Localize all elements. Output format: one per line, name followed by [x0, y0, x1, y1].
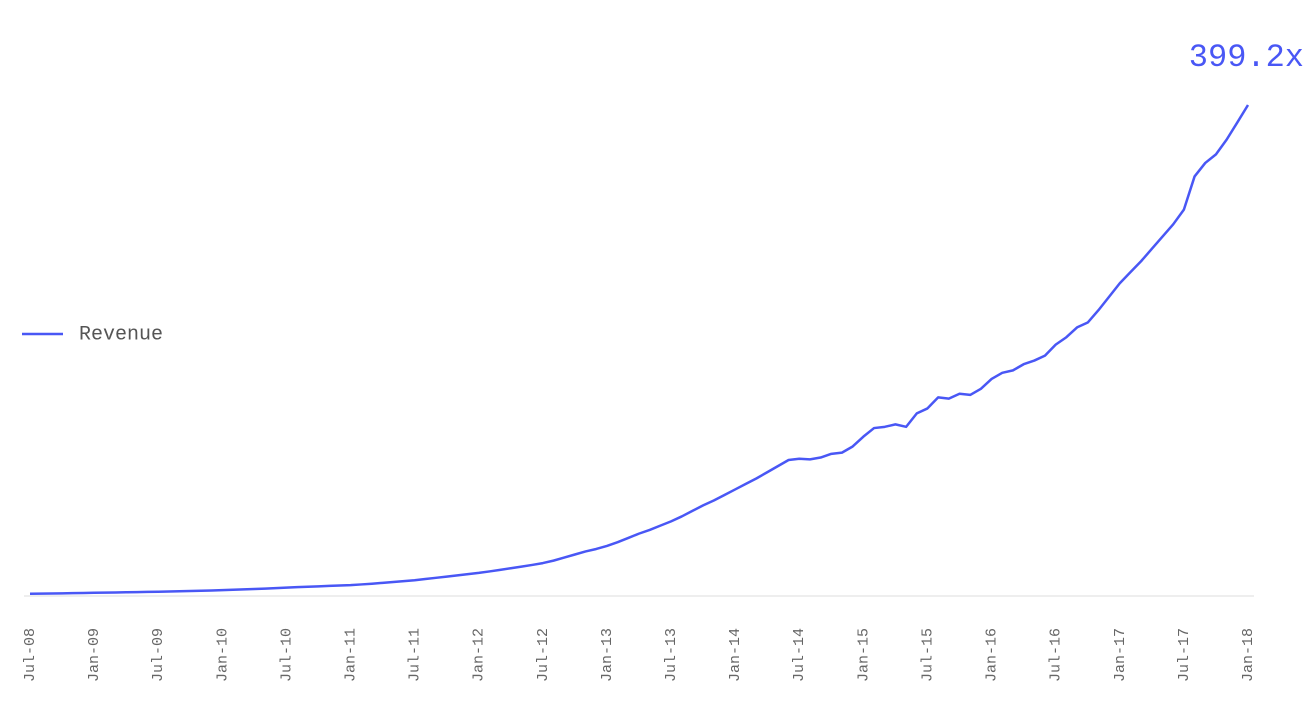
x-tick-label: Jul-13 — [663, 628, 680, 682]
x-tick-label: Jul-17 — [1176, 628, 1193, 682]
x-tick-label: Jul-16 — [1048, 628, 1065, 682]
x-tick-label: Jan-18 — [1240, 628, 1257, 682]
x-tick-label: Jul-11 — [407, 628, 424, 682]
x-tick-label: Jan-14 — [727, 628, 744, 682]
value-label: 399.2x — [1189, 39, 1304, 76]
x-tick-label: Jan-16 — [984, 628, 1001, 682]
x-tick-label: Jul-14 — [791, 628, 808, 682]
x-tick-label: Jan-17 — [1112, 628, 1129, 682]
x-tick-label: Jan-12 — [471, 628, 488, 682]
x-tick-label: Jan-15 — [855, 628, 872, 682]
x-tick-label: Jan-13 — [599, 628, 616, 682]
x-tick-label: Jul-12 — [535, 628, 552, 682]
x-tick-label: Jan-11 — [342, 628, 359, 682]
x-tick-label: Jul-09 — [150, 628, 167, 682]
x-tick-label: Jul-10 — [278, 628, 295, 682]
legend-label: Revenue — [79, 323, 163, 346]
x-tick-label: Jan-09 — [86, 628, 103, 682]
x-tick-label: Jul-08 — [22, 628, 39, 682]
x-tick-label: Jan-10 — [214, 628, 231, 682]
x-tick-label: Jul-15 — [919, 628, 936, 682]
line — [29, 104, 1250, 596]
